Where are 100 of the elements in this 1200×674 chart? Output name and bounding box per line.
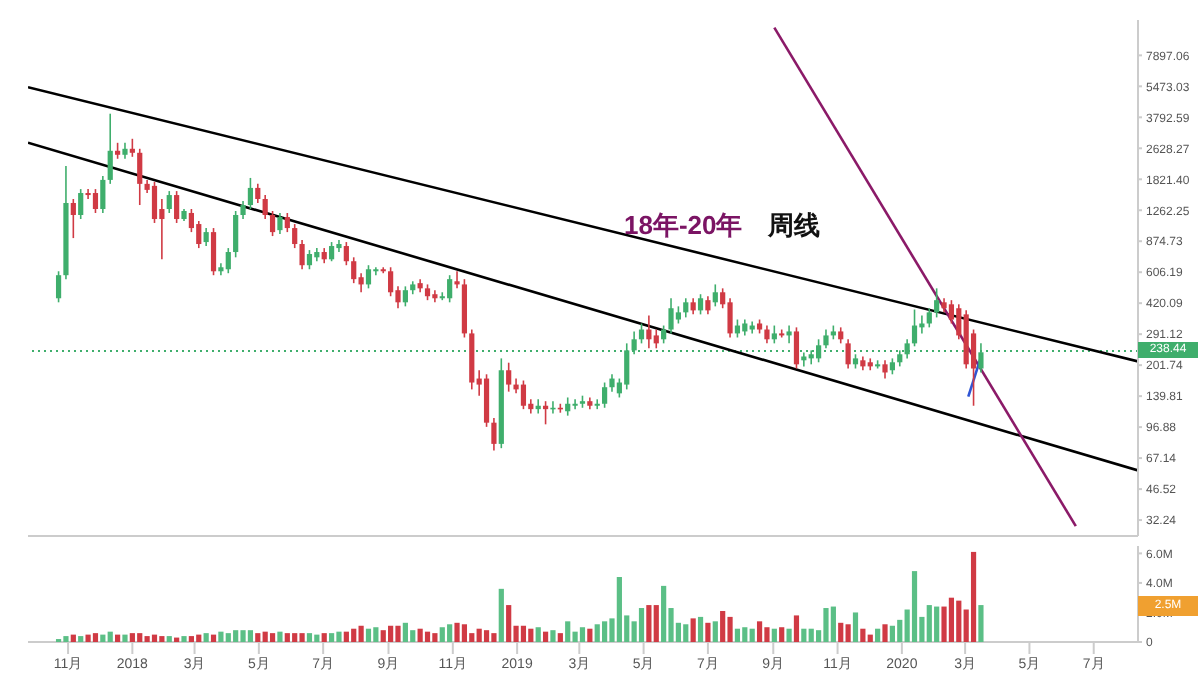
bar bbox=[247, 630, 254, 642]
candlestick bbox=[174, 190, 180, 224]
candlestick bbox=[225, 247, 231, 275]
bar bbox=[63, 636, 69, 642]
candlestick bbox=[668, 297, 674, 335]
bar bbox=[122, 634, 128, 642]
candlestick bbox=[594, 398, 600, 410]
candlestick bbox=[255, 183, 261, 204]
bar bbox=[661, 585, 667, 642]
bar bbox=[129, 633, 135, 642]
bar bbox=[417, 628, 423, 642]
bar bbox=[845, 624, 851, 642]
bar bbox=[137, 633, 143, 642]
bar bbox=[550, 630, 556, 642]
candlestick bbox=[447, 274, 453, 304]
candlestick bbox=[712, 283, 718, 308]
candlestick bbox=[151, 181, 158, 224]
bar bbox=[447, 624, 453, 642]
candlestick bbox=[70, 198, 76, 239]
bar bbox=[188, 636, 194, 642]
bar bbox=[742, 627, 748, 642]
bar bbox=[166, 636, 172, 642]
candlestick bbox=[233, 210, 239, 259]
bar bbox=[380, 630, 386, 642]
bar bbox=[424, 631, 431, 642]
bar bbox=[476, 628, 482, 642]
candlestick bbox=[262, 194, 268, 220]
bar bbox=[240, 630, 246, 642]
candlestick bbox=[845, 338, 851, 370]
candlestick bbox=[343, 241, 349, 267]
bar bbox=[210, 634, 217, 642]
candlestick bbox=[292, 223, 298, 249]
bar bbox=[786, 628, 792, 642]
bar bbox=[528, 628, 534, 642]
bar bbox=[402, 622, 408, 642]
candlestick bbox=[882, 359, 888, 380]
bar bbox=[889, 625, 895, 642]
bar bbox=[808, 628, 814, 642]
bar bbox=[535, 627, 541, 642]
bar bbox=[934, 606, 940, 642]
candlestick bbox=[299, 239, 305, 271]
candlestick bbox=[705, 295, 711, 316]
candlestick bbox=[247, 177, 254, 210]
bar bbox=[85, 634, 91, 642]
bar bbox=[646, 605, 652, 642]
bar bbox=[461, 624, 468, 642]
candlestick bbox=[926, 307, 932, 329]
bar bbox=[823, 608, 829, 642]
bar bbox=[830, 606, 836, 642]
candlestick bbox=[166, 190, 172, 214]
annotation: 18年-20年 bbox=[624, 208, 743, 244]
bar bbox=[860, 628, 866, 642]
bar bbox=[579, 627, 586, 642]
bar bbox=[690, 618, 696, 642]
candlestick bbox=[483, 373, 490, 428]
bar bbox=[351, 628, 357, 642]
candlestick bbox=[269, 210, 276, 237]
candlestick bbox=[520, 379, 527, 410]
candlestick bbox=[919, 314, 925, 335]
candlestick bbox=[277, 212, 283, 235]
bar bbox=[978, 605, 984, 642]
candlestick bbox=[572, 398, 578, 410]
bar bbox=[483, 630, 490, 642]
bar bbox=[779, 627, 785, 642]
bar bbox=[749, 628, 755, 642]
bar bbox=[867, 634, 873, 642]
bar bbox=[491, 633, 497, 642]
candlestick bbox=[565, 396, 571, 417]
candlestick bbox=[78, 188, 84, 220]
candlestick bbox=[284, 212, 290, 233]
bar bbox=[616, 577, 622, 642]
bar bbox=[911, 571, 918, 642]
bar bbox=[181, 636, 187, 642]
candlestick bbox=[978, 342, 984, 374]
bar bbox=[151, 634, 158, 642]
bar bbox=[720, 610, 726, 642]
bar bbox=[336, 631, 342, 642]
candlestick bbox=[129, 137, 135, 158]
bar bbox=[115, 634, 121, 642]
bar bbox=[734, 628, 741, 642]
candlestick bbox=[328, 241, 335, 263]
candlestick bbox=[210, 227, 217, 276]
bar bbox=[343, 631, 349, 642]
bar bbox=[225, 633, 231, 642]
bar bbox=[498, 588, 504, 642]
candlestick bbox=[793, 326, 800, 370]
bar bbox=[328, 633, 335, 642]
bar bbox=[159, 636, 165, 642]
bar bbox=[100, 634, 106, 642]
bar bbox=[852, 612, 859, 642]
bar bbox=[203, 633, 209, 642]
bar bbox=[801, 628, 807, 642]
candlestick bbox=[92, 188, 99, 214]
candlestick bbox=[653, 328, 659, 350]
bar bbox=[712, 621, 718, 642]
bar bbox=[410, 630, 416, 642]
bar bbox=[727, 616, 733, 642]
bar bbox=[196, 634, 202, 642]
candlestick bbox=[373, 266, 379, 276]
bar bbox=[277, 631, 283, 642]
